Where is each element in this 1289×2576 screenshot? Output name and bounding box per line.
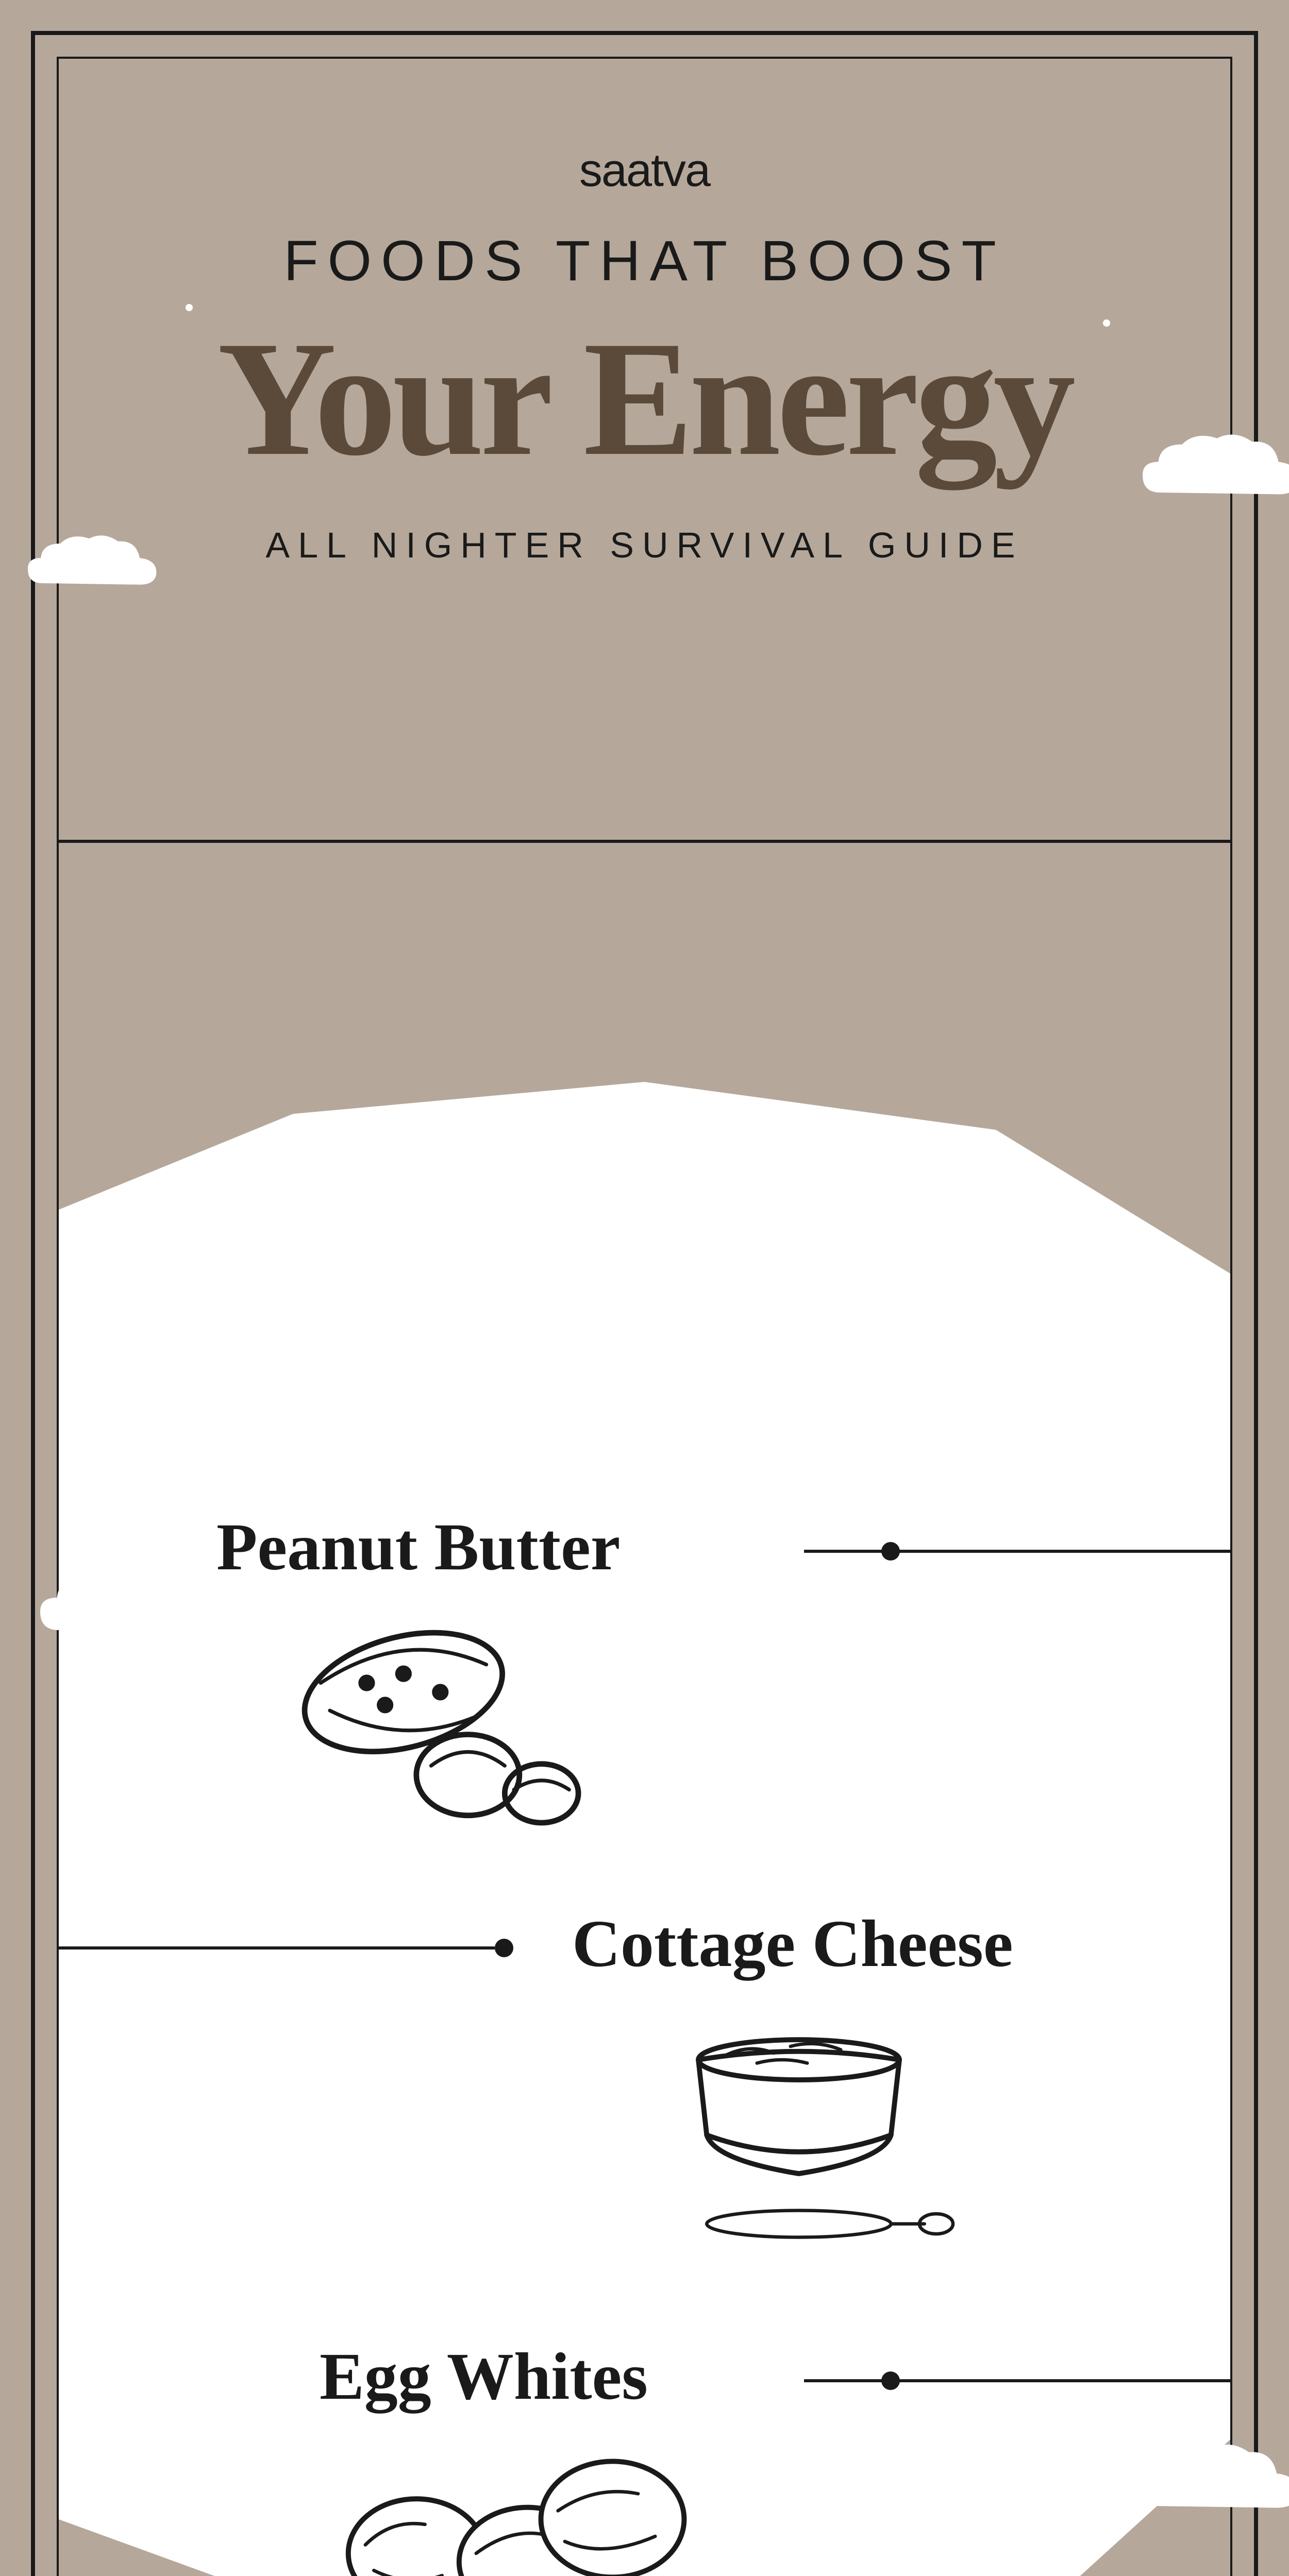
cloud-icon [31,1556,216,1649]
star-dot [371,1479,378,1486]
connector-line [804,1550,1230,1553]
cloud-icon [1124,2432,1289,2524]
connector-line [59,1946,495,1950]
food-item-title: Cottage Cheese [572,1905,1013,1982]
food-illustration [618,1993,979,2261]
food-item-title: Egg Whites [320,2338,648,2415]
connector-line [804,2379,1230,2382]
food-illustration [320,2426,701,2576]
header: saatva FOODS THAT BOOST Your Energy ALL … [0,0,1289,566]
header-subtitle: ALL NIGHTER SURVIVAL GUIDE [0,524,1289,566]
header-kicker: FOODS THAT BOOST [0,228,1289,294]
connector-dot [495,1939,513,1957]
header-divider [59,840,1230,843]
star-dot [330,1448,337,1455]
header-title: Your Energy [0,304,1289,494]
brand-logo: saatva [0,144,1289,197]
food-illustration [268,1591,649,1849]
food-item-title: Peanut Butter [216,1509,621,1586]
